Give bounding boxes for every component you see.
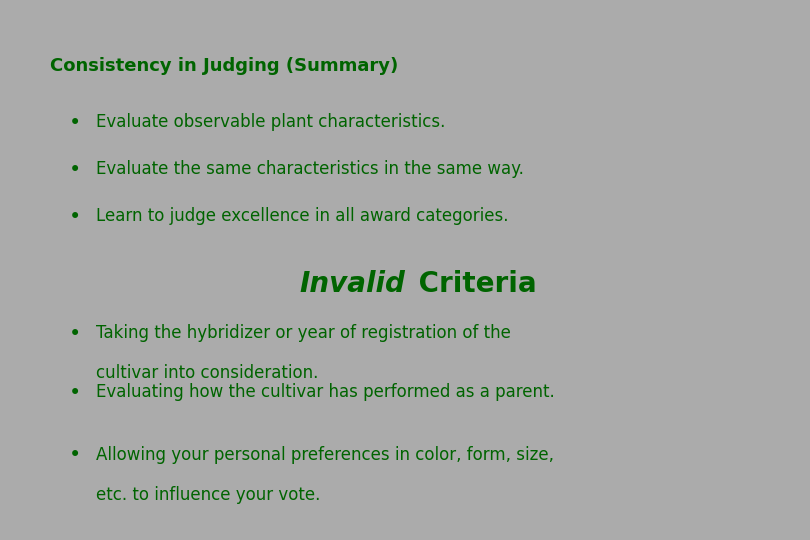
- Text: •: •: [68, 113, 81, 133]
- Text: Taking the hybridizer or year of registration of the: Taking the hybridizer or year of registr…: [96, 324, 510, 342]
- Text: •: •: [68, 383, 81, 403]
- Text: •: •: [68, 324, 81, 344]
- Text: Evaluate the same characteristics in the same way.: Evaluate the same characteristics in the…: [96, 160, 523, 178]
- Text: cultivar into consideration.: cultivar into consideration.: [96, 364, 318, 382]
- Text: Consistency in Judging (Summary): Consistency in Judging (Summary): [50, 57, 399, 75]
- Text: Criteria: Criteria: [409, 270, 537, 298]
- Text: Allowing your personal preferences in color, form, size,: Allowing your personal preferences in co…: [96, 446, 553, 463]
- Text: Learn to judge excellence in all award categories.: Learn to judge excellence in all award c…: [96, 207, 508, 225]
- Text: etc. to influence your vote.: etc. to influence your vote.: [96, 486, 320, 504]
- Text: •: •: [68, 446, 81, 465]
- Text: Invalid: Invalid: [299, 270, 405, 298]
- Text: •: •: [68, 207, 81, 227]
- Text: Evaluate observable plant characteristics.: Evaluate observable plant characteristic…: [96, 113, 445, 131]
- Text: Evaluating how the cultivar has performed as a parent.: Evaluating how the cultivar has performe…: [96, 383, 554, 401]
- Text: •: •: [68, 160, 81, 180]
